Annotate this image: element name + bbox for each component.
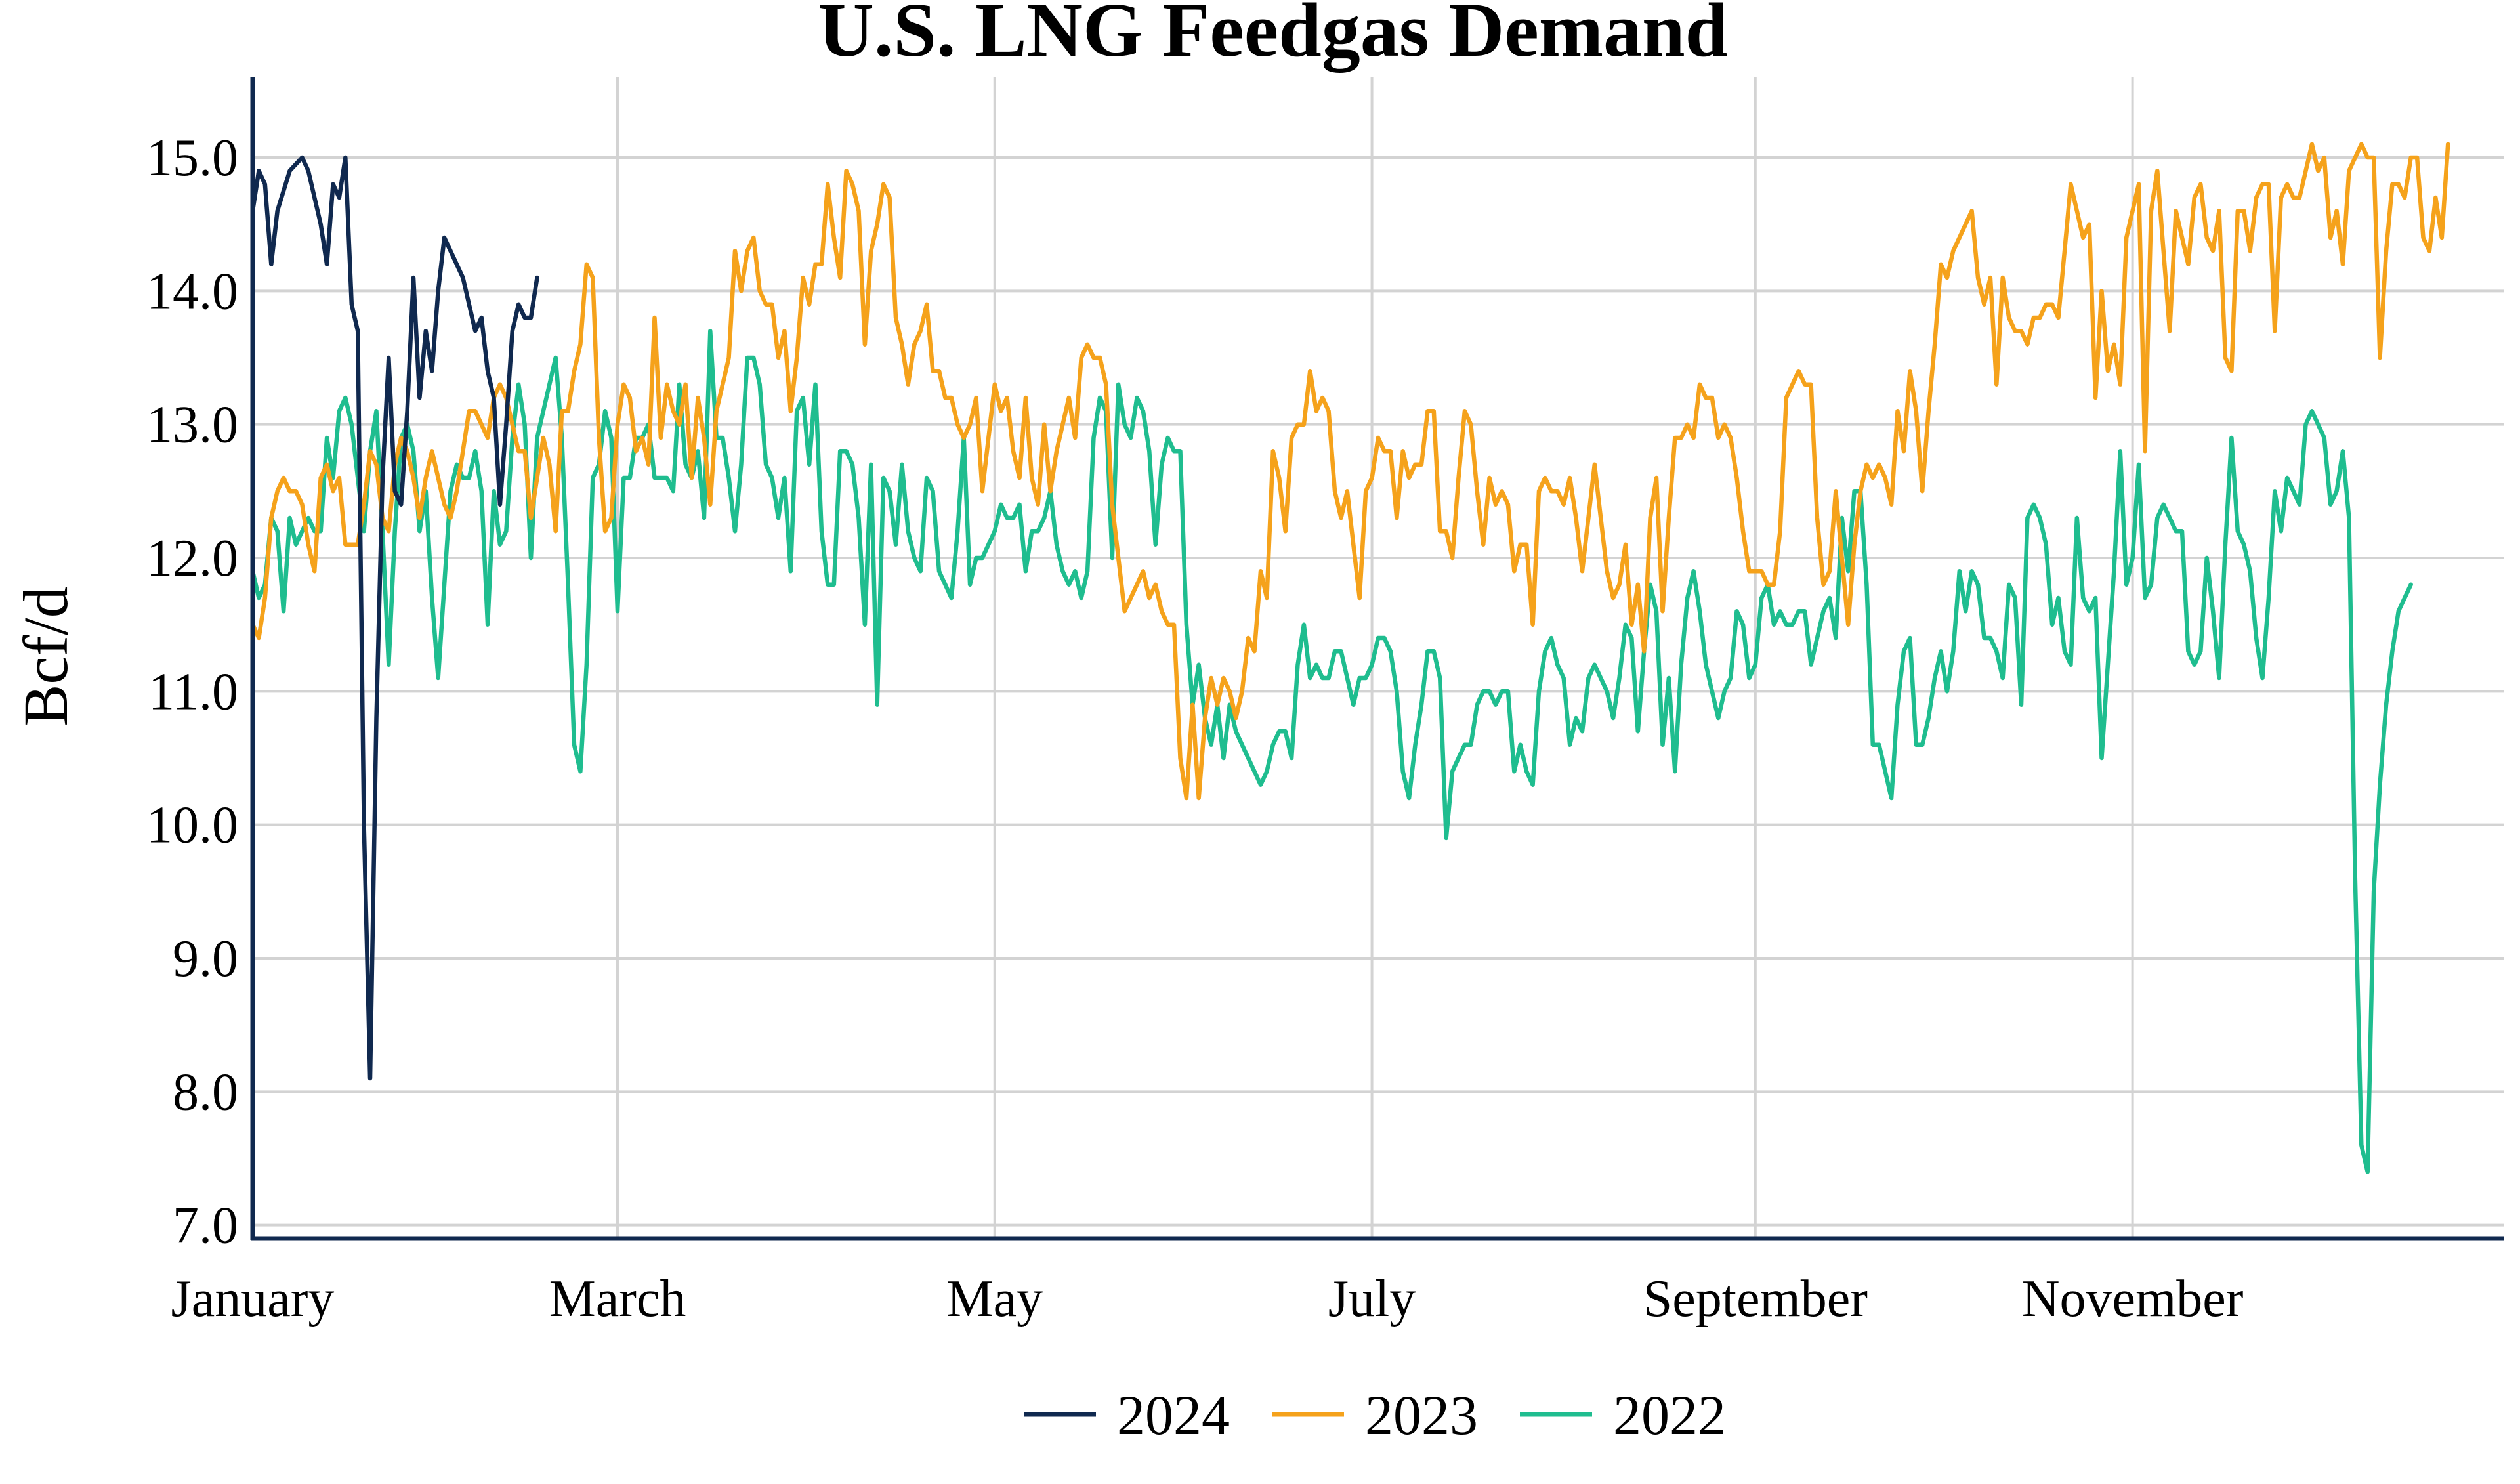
series-lines	[250, 142, 2450, 1174]
series-line-2024	[250, 155, 539, 1081]
x-tick-label: September	[1643, 1270, 1868, 1328]
legend-label-2022: 2022	[1613, 1384, 1726, 1447]
y-tick-label: 13.0	[146, 396, 238, 454]
y-tick-label: 12.0	[146, 530, 238, 587]
legend-label-2023: 2023	[1365, 1384, 1478, 1447]
x-tick-label: November	[2022, 1270, 2244, 1328]
axes	[250, 77, 2504, 1241]
x-tick-label: July	[1328, 1270, 1416, 1328]
y-tick-labels: 7.0 8.0 9.0 10.0 11.0 12.0 13.0 14.0 15.0	[146, 129, 238, 1255]
series-line-2022	[250, 329, 2413, 1174]
series-line-2023	[250, 142, 2450, 801]
x-tick-label: March	[549, 1270, 686, 1328]
legend: 2024 2023 2022	[1024, 1384, 1726, 1447]
x-tick-label: January	[171, 1270, 335, 1328]
chart-title: U.S. LNG Feedgas Demand	[818, 0, 1729, 73]
legend-label-2024: 2024	[1117, 1384, 1230, 1447]
x-tick-label: May	[946, 1270, 1043, 1328]
y-tick-label: 10.0	[146, 797, 238, 855]
y-tick-label: 7.0	[173, 1197, 238, 1255]
y-tick-label: 15.0	[146, 129, 238, 187]
grid	[253, 77, 2504, 1239]
y-tick-label: 11.0	[148, 663, 238, 721]
y-axis-label: Bcf/d	[10, 586, 81, 726]
y-tick-label: 9.0	[173, 930, 238, 988]
x-tick-labels: January March May July September November	[171, 1270, 2244, 1328]
y-tick-label: 14.0	[146, 263, 238, 320]
y-tick-label: 8.0	[173, 1063, 238, 1121]
